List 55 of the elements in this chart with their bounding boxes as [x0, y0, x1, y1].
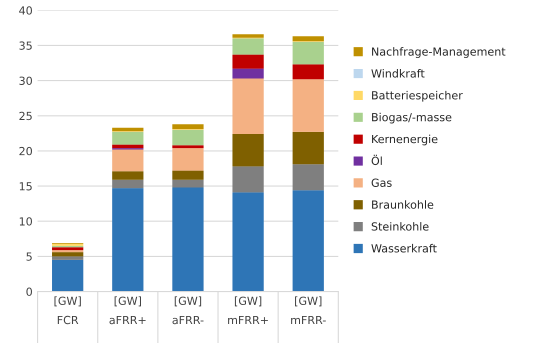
bar [292, 36, 324, 42]
bar [232, 192, 264, 292]
bar [232, 166, 264, 192]
bar [172, 187, 204, 292]
bar [52, 260, 84, 292]
y-tick-label: 30 [19, 76, 32, 85]
y-tick-label: 0 [26, 288, 32, 296]
bar [232, 78, 264, 134]
bar [172, 148, 204, 171]
x-tick-label: [GW] FCR [54, 296, 81, 324]
bar [112, 180, 144, 188]
bar [52, 256, 84, 260]
bar [292, 64, 324, 80]
x-tick-label: [GW] aFRR- [172, 296, 204, 324]
bar [292, 190, 324, 292]
bar [172, 124, 204, 130]
legend-label: Wasserkraft [371, 244, 437, 253]
y-tick-label: 5 [26, 252, 32, 261]
bar [232, 34, 264, 38]
bar [232, 68, 264, 78]
bar [172, 170, 204, 180]
bar [292, 79, 324, 132]
bar [172, 130, 204, 146]
bar [52, 252, 84, 256]
y-tick-label: 20 [19, 146, 32, 156]
legend-label: Biogas/-masse [372, 112, 452, 124]
bar [292, 164, 324, 190]
bar [232, 38, 264, 55]
y-tick-label: 40 [19, 6, 32, 15]
bar [232, 54, 264, 69]
legend-label: Gas [372, 178, 392, 187]
bar [112, 144, 144, 148]
bar [292, 42, 324, 64]
bar [292, 132, 324, 164]
y-tick-label: 25 [19, 112, 32, 120]
y-tick-label: 10 [20, 217, 32, 226]
bar [112, 171, 144, 180]
x-tick-label: [GW] mFRR+ [228, 296, 268, 324]
legend-label: Steinkohle [372, 222, 429, 231]
bar [112, 128, 144, 132]
x-tick-label: [GW] mFRR- [291, 296, 326, 324]
bar [112, 188, 144, 292]
legend-label: Batteriespeicher [372, 90, 463, 102]
legend-label: Kernenergie [372, 134, 438, 146]
x-tick-label: [GW] aFRR+ [109, 296, 146, 324]
y-tick-label: 35 [19, 41, 32, 50]
bar [112, 132, 144, 145]
bar [112, 150, 144, 172]
bar [172, 180, 204, 188]
legend-label: Braunkohle [372, 200, 434, 209]
legend-label: Öl [372, 154, 382, 166]
legend-label: Nachfrage-Management [372, 47, 506, 58]
y-tick-label: 15 [20, 182, 32, 190]
legend-label: Windkraft [371, 69, 425, 78]
bar [232, 134, 264, 166]
